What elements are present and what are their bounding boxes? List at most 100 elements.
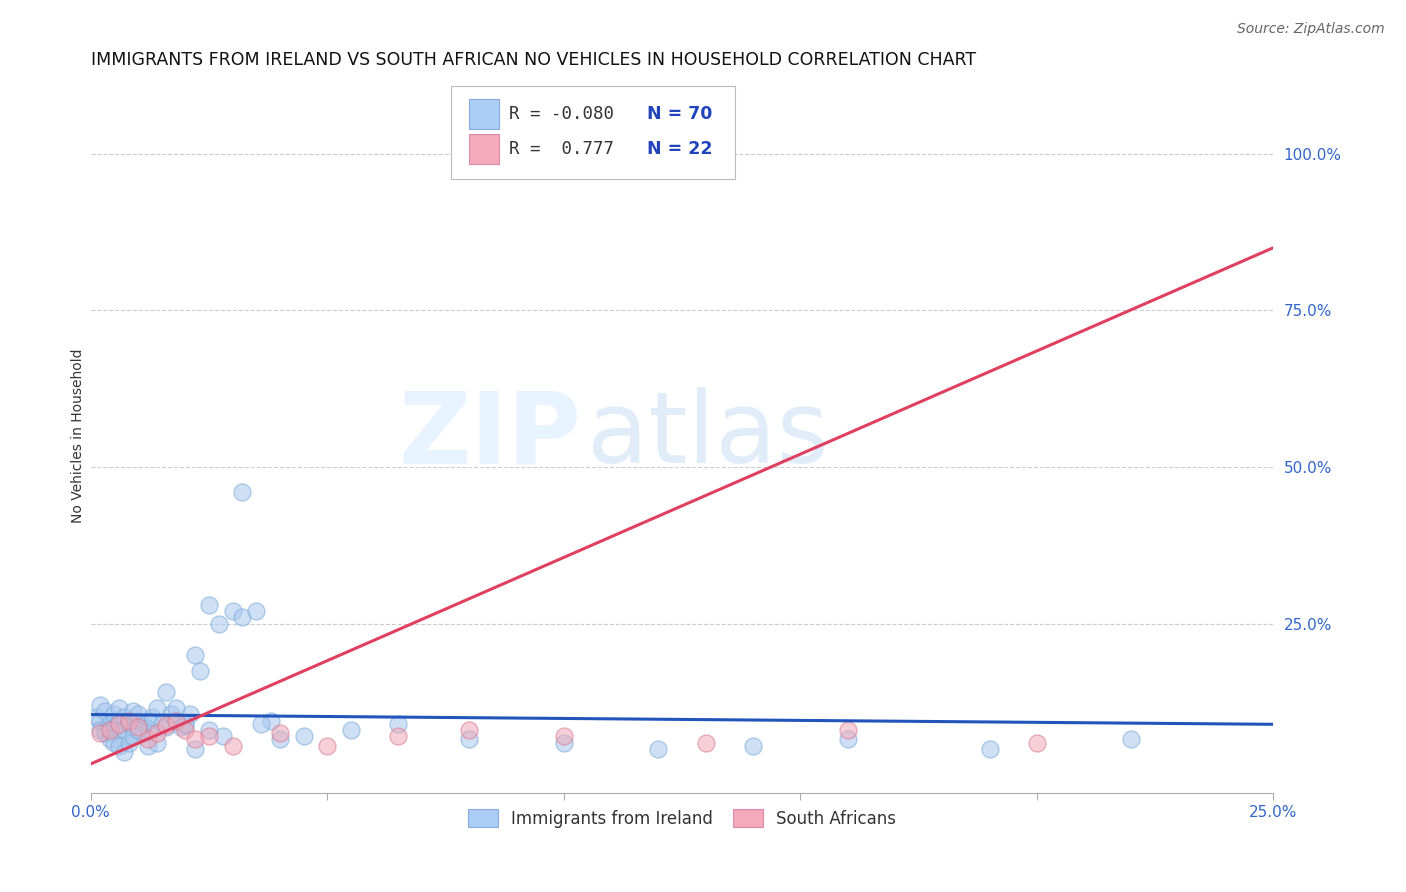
Point	[150, 716, 173, 731]
Point	[198, 723, 221, 737]
Point	[132, 726, 155, 740]
Point	[188, 664, 211, 678]
Point	[103, 735, 125, 749]
Point	[647, 741, 669, 756]
Point	[103, 720, 125, 734]
Point	[458, 732, 481, 747]
Point	[89, 714, 111, 728]
Point	[553, 735, 575, 749]
Point	[89, 726, 111, 740]
Point	[231, 610, 253, 624]
Point	[155, 718, 177, 732]
Point	[174, 716, 197, 731]
Point	[127, 707, 149, 722]
Point	[1121, 732, 1143, 747]
Point	[122, 704, 145, 718]
Point	[127, 723, 149, 737]
Text: IMMIGRANTS FROM IRELAND VS SOUTH AFRICAN NO VEHICLES IN HOUSEHOLD CORRELATION CH: IMMIGRANTS FROM IRELAND VS SOUTH AFRICAN…	[91, 51, 976, 69]
Point	[184, 732, 207, 747]
Point	[112, 745, 135, 759]
Point	[979, 741, 1001, 756]
Point	[94, 704, 117, 718]
Point	[387, 729, 409, 743]
Point	[170, 720, 193, 734]
Point	[1025, 735, 1047, 749]
Point	[212, 729, 235, 743]
Point	[117, 716, 139, 731]
Text: atlas: atlas	[588, 387, 830, 484]
Point	[84, 710, 107, 724]
Point	[695, 735, 717, 749]
Y-axis label: No Vehicles in Household: No Vehicles in Household	[72, 349, 86, 523]
Point	[89, 723, 111, 737]
Point	[231, 485, 253, 500]
Point	[160, 707, 183, 722]
Point	[179, 707, 201, 722]
Point	[136, 714, 159, 728]
Text: Source: ZipAtlas.com: Source: ZipAtlas.com	[1237, 22, 1385, 37]
Point	[316, 739, 339, 753]
Point	[837, 732, 859, 747]
Point	[89, 698, 111, 712]
Point	[222, 604, 245, 618]
Point	[222, 739, 245, 753]
Point	[98, 732, 121, 747]
Point	[136, 732, 159, 747]
Point	[98, 723, 121, 737]
Text: R =  0.777: R = 0.777	[509, 140, 614, 158]
Point	[108, 701, 131, 715]
Point	[146, 701, 169, 715]
Point	[387, 716, 409, 731]
Point	[198, 598, 221, 612]
Point	[458, 723, 481, 737]
Point	[112, 723, 135, 737]
Point	[122, 729, 145, 743]
Point	[136, 722, 159, 736]
Point	[103, 707, 125, 722]
Point	[117, 729, 139, 743]
Point	[742, 739, 765, 753]
Point	[94, 726, 117, 740]
Point	[94, 723, 117, 737]
Point	[127, 720, 149, 734]
Text: N = 22: N = 22	[647, 140, 711, 158]
Point	[98, 716, 121, 731]
Point	[292, 729, 315, 743]
Point	[250, 716, 273, 731]
Point	[112, 710, 135, 724]
Point	[117, 714, 139, 728]
Point	[108, 716, 131, 731]
Point	[98, 726, 121, 740]
Point	[141, 710, 163, 724]
Point	[108, 739, 131, 753]
Text: R = -0.080: R = -0.080	[509, 104, 614, 122]
Point	[259, 714, 281, 728]
Point	[165, 714, 187, 728]
Text: ZIP: ZIP	[399, 387, 582, 484]
Point	[340, 723, 363, 737]
Point	[198, 729, 221, 743]
Point	[122, 720, 145, 734]
Point	[245, 604, 267, 618]
Point	[132, 718, 155, 732]
FancyBboxPatch shape	[470, 98, 499, 128]
Point	[146, 735, 169, 749]
Legend: Immigrants from Ireland, South Africans: Immigrants from Ireland, South Africans	[461, 803, 903, 834]
Point	[174, 718, 197, 732]
Point	[136, 739, 159, 753]
Point	[146, 726, 169, 740]
Point	[184, 648, 207, 662]
Point	[269, 726, 291, 740]
Point	[184, 741, 207, 756]
FancyBboxPatch shape	[451, 86, 735, 178]
Point	[553, 729, 575, 743]
Point	[155, 720, 177, 734]
Point	[155, 685, 177, 699]
Point	[837, 723, 859, 737]
Point	[269, 732, 291, 747]
Point	[108, 714, 131, 728]
Point	[165, 701, 187, 715]
FancyBboxPatch shape	[470, 135, 499, 164]
Text: N = 70: N = 70	[647, 104, 711, 122]
Point	[207, 616, 229, 631]
